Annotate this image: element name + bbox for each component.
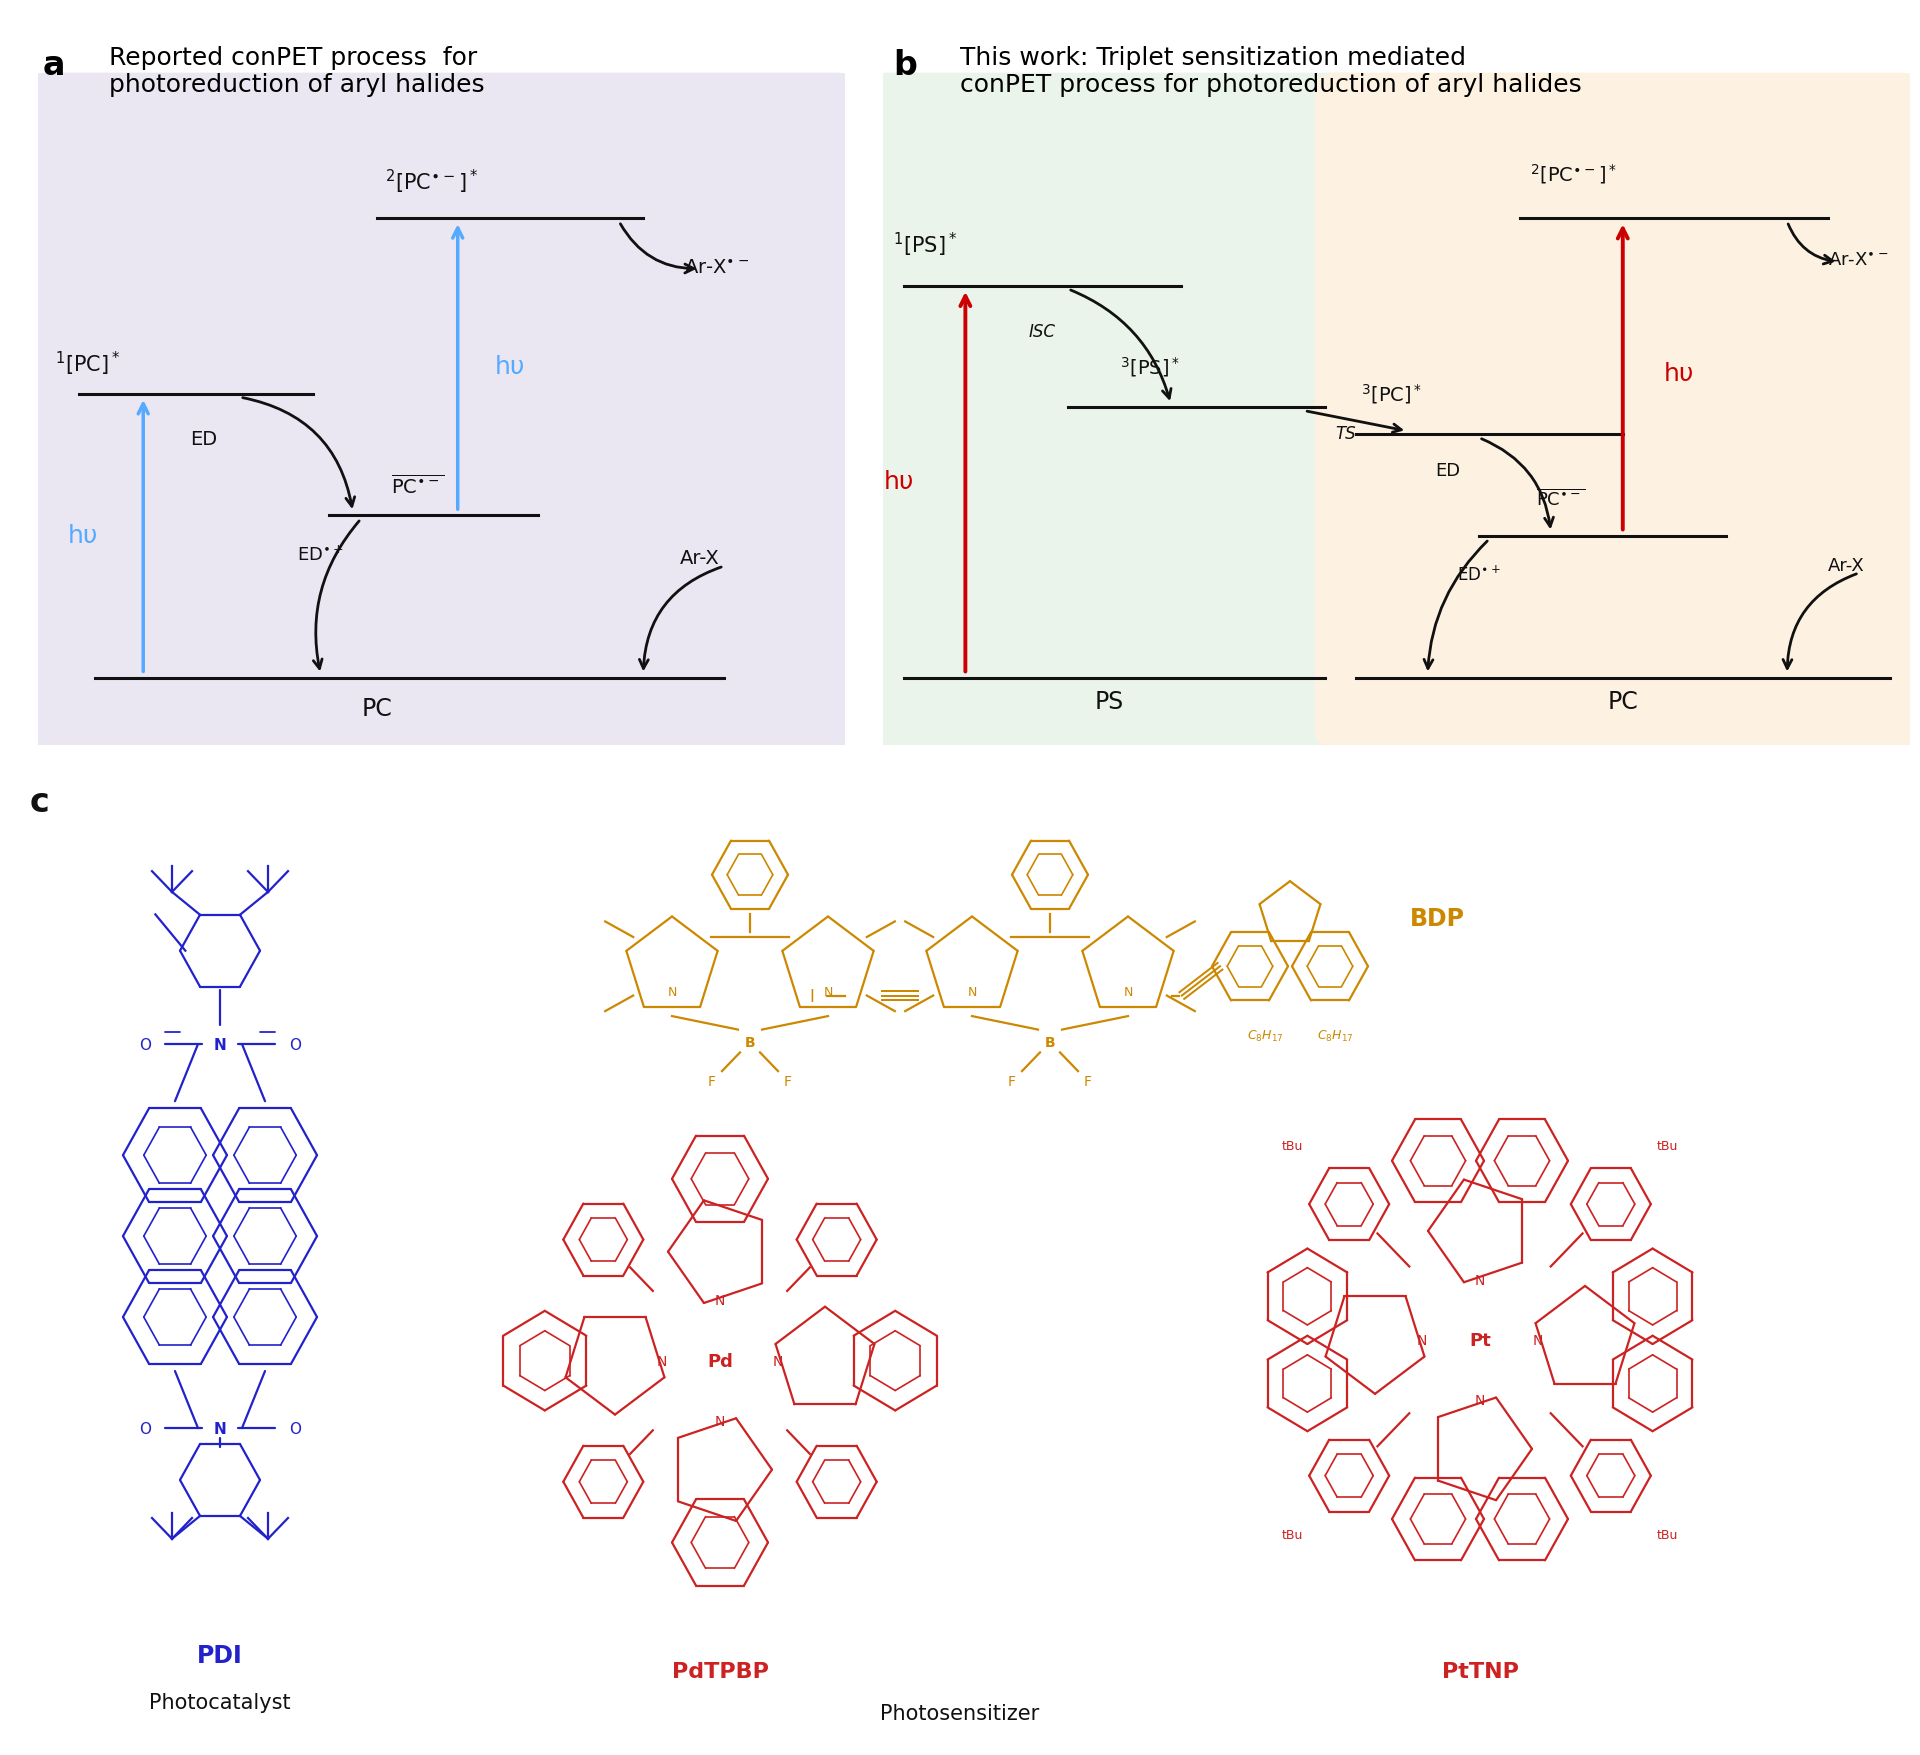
Text: PdTPBP: PdTPBP [672,1662,768,1681]
Text: c: c [31,784,50,818]
Text: N: N [1475,1272,1486,1286]
Text: N: N [714,1293,726,1307]
Text: B: B [1044,1035,1056,1049]
Text: O: O [138,1037,152,1051]
Text: PtTNP: PtTNP [1442,1662,1519,1681]
Text: N: N [213,1422,227,1436]
Text: N: N [1123,985,1133,999]
Text: F: F [1008,1074,1016,1088]
Text: $\overline{\rm PC^{\bullet -}}$: $\overline{\rm PC^{\bullet -}}$ [1536,490,1586,511]
Text: Photosensitizer: Photosensitizer [881,1702,1039,1723]
Text: N: N [668,985,676,999]
Text: Pd: Pd [707,1351,733,1371]
Text: $C_8H_{17}$: $C_8H_{17}$ [1246,1028,1283,1044]
Text: tBu: tBu [1283,1529,1304,1541]
Text: PC: PC [361,697,392,721]
Text: O: O [138,1422,152,1436]
Text: Ar-X$^{\bullet -}$: Ar-X$^{\bullet -}$ [1828,253,1889,270]
Text: $^3$[PC]$^*$: $^3$[PC]$^*$ [1361,383,1423,405]
Text: $^1$[PC]$^*$: $^1$[PC]$^*$ [54,349,121,379]
Text: PDI: PDI [198,1643,242,1667]
Text: tBu: tBu [1283,1139,1304,1153]
FancyBboxPatch shape [27,74,856,749]
Text: hυ: hυ [883,470,914,495]
Text: ED: ED [1436,462,1461,479]
Text: N: N [1532,1334,1544,1348]
Text: BDP: BDP [1409,906,1465,930]
Text: N: N [1475,1393,1486,1408]
Text: a: a [42,49,65,82]
Text: Ar-X$^{\bullet -}$: Ar-X$^{\bullet -}$ [684,258,749,277]
Text: Pt: Pt [1469,1330,1490,1350]
Text: Ar-X: Ar-X [1828,556,1864,574]
Text: b: b [893,49,916,82]
Text: $^1$[PS]$^*$: $^1$[PS]$^*$ [893,230,958,258]
FancyBboxPatch shape [862,74,1377,749]
Text: F: F [1085,1074,1092,1088]
Text: PS: PS [1094,690,1123,714]
Text: $C_8H_{17}$: $C_8H_{17}$ [1317,1028,1354,1044]
Text: hυ: hυ [67,525,98,548]
Text: N: N [714,1415,726,1429]
Text: Photocatalyst: Photocatalyst [150,1692,290,1713]
Text: tBu: tBu [1657,1139,1678,1153]
Text: ED$^{\bullet +}$: ED$^{\bullet +}$ [1457,565,1501,584]
Text: O: O [290,1422,301,1436]
Text: O: O [290,1037,301,1051]
Text: I: I [810,986,814,1006]
Text: hυ: hυ [1665,362,1695,386]
FancyBboxPatch shape [1315,74,1920,749]
Text: $^2$[PC$^{\bullet -}$]$^*$: $^2$[PC$^{\bullet -}$]$^*$ [1530,163,1619,186]
Text: This work: Triplet sensitization mediated
conPET process for photoreduction of a: This work: Triplet sensitization mediate… [960,46,1582,97]
Text: F: F [783,1074,791,1088]
Text: $^2$[PC$^{\bullet -}$]$^*$: $^2$[PC$^{\bullet -}$]$^*$ [386,167,478,197]
Text: N: N [657,1353,666,1367]
Text: N: N [774,1353,783,1367]
Text: $\overline{\rm PC^{\bullet -}}$: $\overline{\rm PC^{\bullet -}}$ [390,474,444,497]
Text: $^3$[PS]$^*$: $^3$[PS]$^*$ [1119,355,1181,379]
Text: TS: TS [1334,425,1356,442]
Text: Ar-X: Ar-X [680,549,720,567]
Text: B: B [745,1035,755,1049]
Text: hυ: hυ [495,355,526,379]
Text: ED$^{\bullet +}$: ED$^{\bullet +}$ [298,544,344,563]
Text: N: N [824,985,833,999]
Text: tBu: tBu [1657,1529,1678,1541]
Text: N: N [1417,1334,1427,1348]
Text: N: N [968,985,977,999]
Text: ED: ED [190,430,217,449]
Text: F: F [708,1074,716,1088]
Text: ISC: ISC [1029,323,1056,340]
Text: PC: PC [1607,690,1638,714]
Text: N: N [213,1037,227,1051]
Text: Reported conPET process  for
photoreduction of aryl halides: Reported conPET process for photoreducti… [109,46,486,97]
